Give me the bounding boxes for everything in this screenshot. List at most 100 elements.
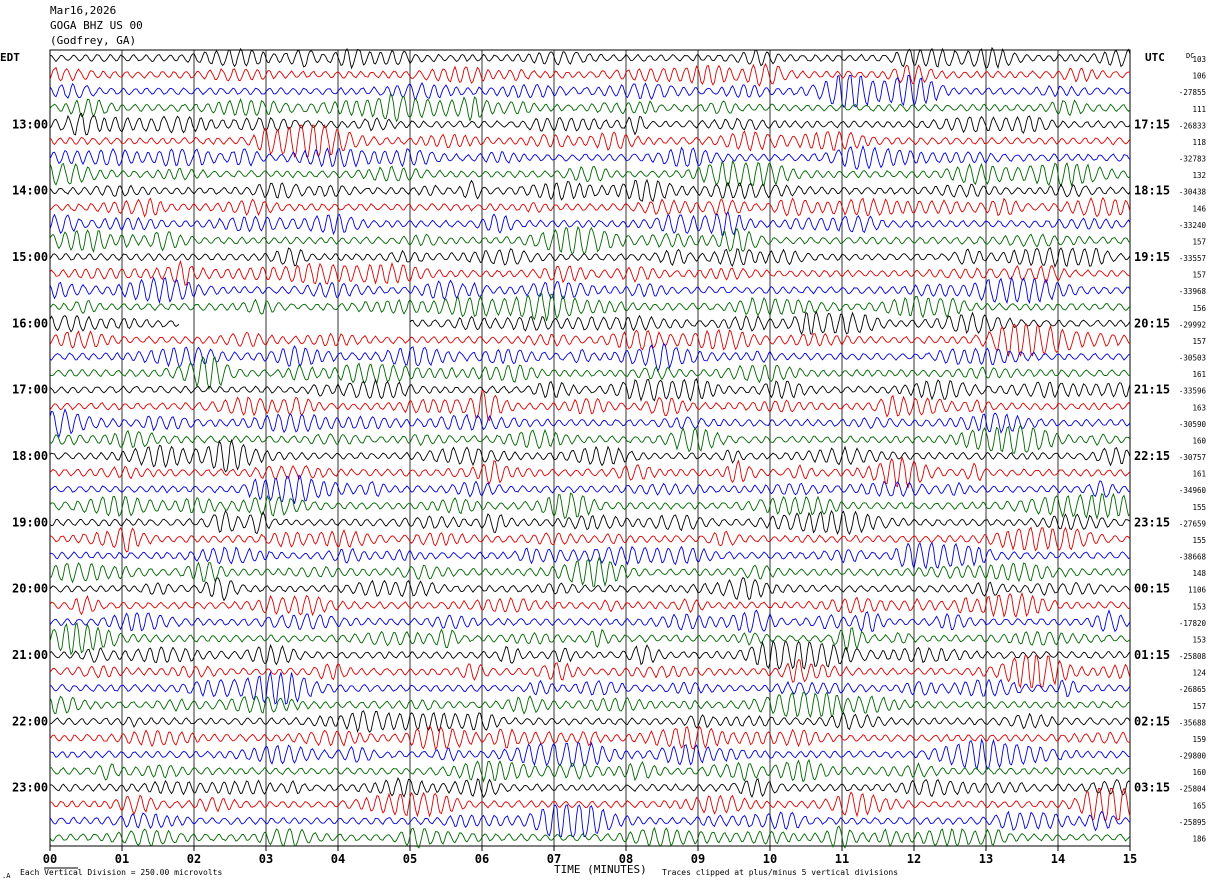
x-tick-label: 10 — [763, 852, 777, 866]
seismic-trace — [49, 556, 1131, 587]
dc-offset-label: 153 — [1192, 602, 1206, 611]
seismic-trace — [49, 62, 1131, 87]
x-tick-label: 09 — [691, 852, 705, 866]
x-tick-label: 13 — [979, 852, 993, 866]
dc-offset-label: 160 — [1192, 436, 1206, 445]
seismic-trace — [49, 408, 1131, 438]
x-tick-label: 14 — [1051, 852, 1065, 866]
seismic-trace — [49, 123, 1131, 158]
left-hour-label: 14:00 — [12, 184, 48, 198]
dc-offset-label: 161 — [1192, 470, 1206, 479]
right-timezone-label: UTC — [1145, 51, 1165, 64]
seismic-trace — [49, 758, 1131, 783]
seismic-trace — [49, 112, 1131, 136]
dc-offset-label: 132 — [1192, 171, 1206, 180]
x-tick-label: 12 — [907, 852, 921, 866]
seismic-trace — [49, 691, 1131, 719]
seismic-trace — [49, 292, 1131, 322]
x-axis-title: TIME (MINUTES) — [554, 863, 647, 876]
left-hour-label: 18:00 — [12, 449, 48, 463]
x-tick-label: 00 — [43, 852, 57, 866]
seismic-trace — [49, 247, 1131, 269]
dc-offset-label: -30503 — [1179, 354, 1206, 363]
clip-note: Traces clipped at plus/minus 5 vertical … — [662, 868, 898, 877]
seismic-trace — [49, 378, 1131, 402]
x-tick-label: 07 — [547, 852, 561, 866]
dc-offset-label: 148 — [1192, 569, 1206, 578]
x-tick-label: 06 — [475, 852, 489, 866]
trace-group — [49, 46, 1131, 849]
dc-offset-label: -26865 — [1179, 685, 1206, 694]
dc-offset-label: -29800 — [1179, 752, 1207, 761]
dc-offset-label: -30590 — [1179, 420, 1207, 429]
seismic-trace — [49, 259, 1131, 286]
seismic-trace — [49, 738, 1131, 771]
header-date: Mar16,2026 — [50, 4, 117, 17]
dc-offset-label: -32783 — [1179, 155, 1206, 164]
seismic-trace — [49, 526, 1131, 553]
seismic-trace — [49, 178, 1131, 203]
dc-offset-label: 165 — [1192, 801, 1206, 810]
left-hour-label: 22:00 — [12, 714, 48, 728]
header-station: GOGA BHZ US 00 — [50, 19, 143, 32]
x-tick-label: 02 — [187, 852, 201, 866]
dc-offset-label: -30438 — [1179, 188, 1207, 197]
x-tick-label: 15 — [1123, 852, 1137, 866]
seismic-trace — [49, 591, 1131, 618]
right-hour-label: 21:15 — [1134, 383, 1170, 397]
dc-offset-labels: 103 106 -27855 111 -26833 118 -32783 132 -30438 1… — [1179, 55, 1207, 843]
right-hour-label: 17:15 — [1134, 117, 1170, 131]
dc-offset-label: 118 — [1192, 138, 1206, 147]
dc-offset-label: 157 — [1192, 337, 1206, 346]
dc-offset-label: -27855 — [1179, 88, 1206, 97]
right-hour-label: 23:15 — [1134, 515, 1170, 529]
seismic-trace — [49, 390, 1131, 422]
dc-offset-label: 157 — [1192, 702, 1206, 711]
seismic-trace — [49, 670, 1131, 705]
scale-note: Each Vertical Division = 250.00 microvol… — [20, 868, 222, 877]
seismic-trace — [49, 92, 1131, 123]
seismic-trace — [49, 622, 1131, 656]
dc-offset-label: -38668 — [1179, 553, 1207, 562]
dc-offset-label: -35688 — [1179, 718, 1207, 727]
seismic-trace — [49, 310, 1131, 336]
left-timezone-label: EDT — [0, 51, 20, 64]
x-axis: 00 01 02 03 04 05 06 07 08 09 10 11 12 13 14 15 — [43, 846, 1137, 866]
x-tick-label: 04 — [331, 852, 345, 866]
x-tick-label: 05 — [403, 852, 417, 866]
left-hour-label: 15:00 — [12, 250, 48, 264]
left-hour-label: 13:00 — [12, 117, 48, 131]
left-hour-label: 19:00 — [12, 515, 48, 529]
seismic-trace — [49, 655, 1131, 689]
dc-offset-label: -33557 — [1179, 254, 1206, 263]
right-hour-label: 00:15 — [1134, 582, 1170, 596]
dc-offset-label: -17820 — [1179, 619, 1207, 628]
dc-offset-label: 155 — [1192, 503, 1206, 512]
dc-offset-label: -26833 — [1179, 121, 1206, 130]
dc-offset-label: -25895 — [1179, 818, 1206, 827]
seismic-trace — [49, 804, 1131, 838]
right-hour-label: 01:15 — [1134, 648, 1170, 662]
dc-offset-label: -29992 — [1179, 320, 1206, 329]
left-hour-label: 16:00 — [12, 316, 48, 330]
seismic-trace — [49, 46, 1131, 70]
seismic-trace — [49, 492, 1131, 520]
seismic-trace — [49, 275, 1131, 305]
left-hour-label: 17:00 — [12, 383, 48, 397]
seismic-trace — [49, 424, 1131, 454]
dc-offset-label: 160 — [1192, 768, 1206, 777]
dc-offset-label: 103 — [1192, 55, 1206, 64]
seismic-trace — [49, 474, 1131, 504]
seismic-trace — [49, 639, 1131, 670]
dc-offset-label: -27659 — [1179, 519, 1206, 528]
dc-offset-label: 106 — [1192, 72, 1206, 81]
corner-mark: .A — [2, 872, 11, 880]
seismic-trace — [49, 160, 1131, 188]
right-hour-label: 18:15 — [1134, 184, 1170, 198]
dc-label: DC — [1186, 52, 1194, 60]
seismic-trace — [49, 144, 1131, 171]
dc-offset-label: 156 — [1192, 304, 1206, 313]
seismic-trace — [49, 541, 1131, 570]
dc-offset-label: 161 — [1192, 370, 1206, 379]
right-hour-label: 20:15 — [1134, 316, 1170, 330]
